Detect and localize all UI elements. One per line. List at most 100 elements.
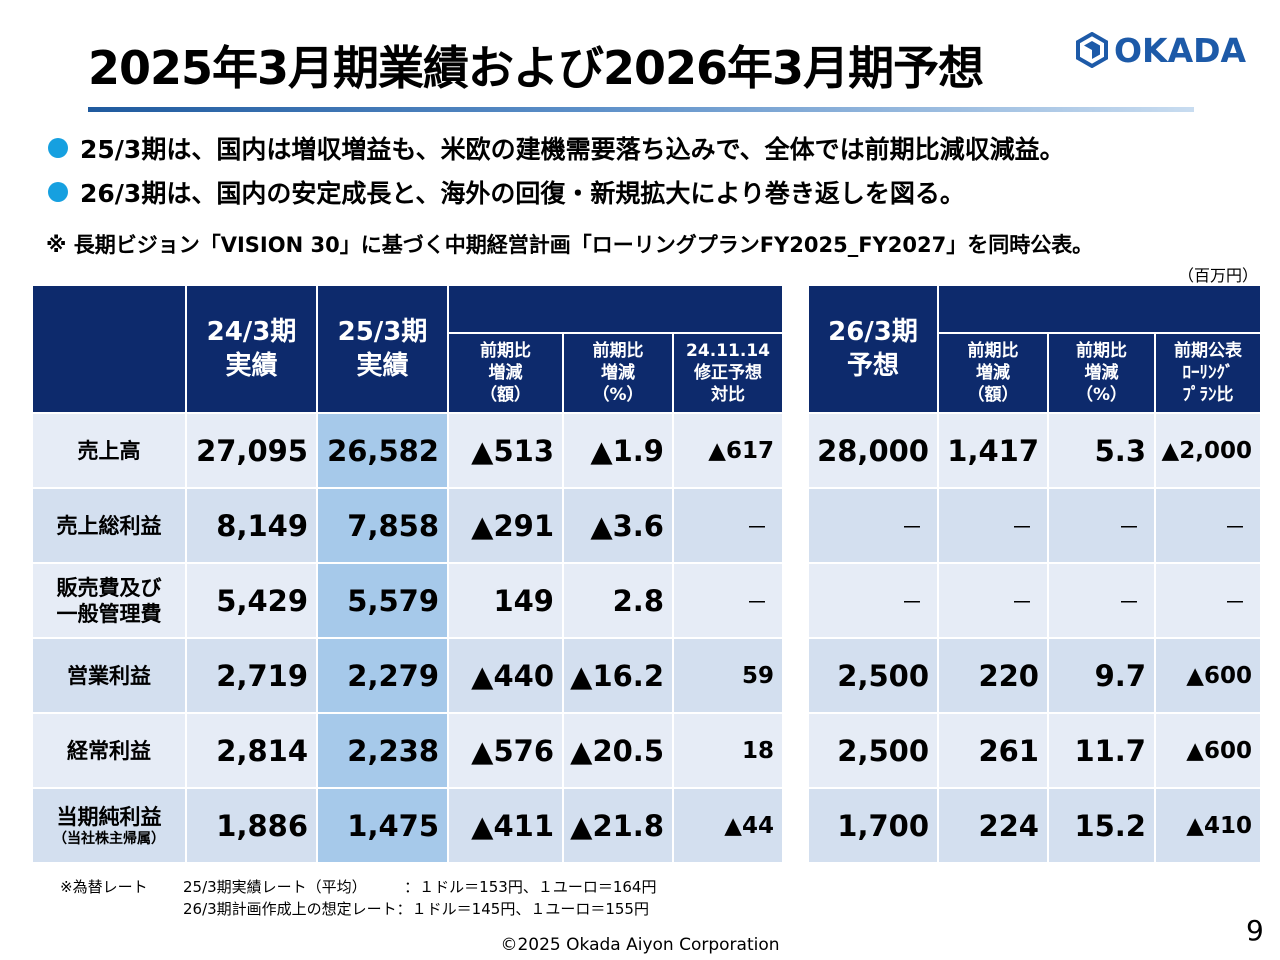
value-yoy-percent: 11.7 [1049, 714, 1154, 787]
value-vs-plan: ▲600 [1156, 714, 1260, 787]
value-yoy-percent: － [1049, 564, 1154, 637]
value-yoy-amount: ▲513 [449, 414, 562, 487]
header-span [939, 286, 1260, 332]
value-fy24: 5,429 [187, 564, 316, 637]
logo-text: OKADA [1114, 30, 1247, 70]
value-yoy-percent: ▲21.8 [564, 789, 672, 862]
value-yoy-percent: 15.2 [1049, 789, 1154, 862]
value-yoy-percent: ▲16.2 [564, 639, 672, 712]
value-yoy-amount: － [939, 564, 1047, 637]
value-fy26: 2,500 [809, 714, 937, 787]
value-yoy-percent: － [1049, 489, 1154, 562]
value-fy26: 28,000 [809, 414, 937, 487]
value-yoy-amount: 261 [939, 714, 1047, 787]
value-fy25: 26,582 [318, 414, 447, 487]
value-yoy-amount: ▲291 [449, 489, 562, 562]
value-fy24: 1,886 [187, 789, 316, 862]
header-yoy-amount: 前期比 増減 （額） [939, 334, 1047, 412]
value-yoy-amount: ▲411 [449, 789, 562, 862]
value-vs-plan: ▲2,000 [1156, 414, 1260, 487]
value-vs-forecast: ▲617 [674, 414, 782, 487]
header-fy24-actual: 24/3期 実績 [187, 286, 316, 412]
fx-rate-prefix: ※為替レート [60, 878, 148, 896]
row-label: 販売費及び 一般管理費 [33, 564, 185, 637]
unit-label: （百万円） [1178, 266, 1259, 285]
value-fy25: 2,238 [318, 714, 447, 787]
table-row: － － － － [809, 564, 1260, 637]
header-blank [33, 286, 185, 412]
table-row: 1,700 224 15.2 ▲410 [809, 789, 1260, 862]
value-vs-forecast: 59 [674, 639, 782, 712]
fx-rate-actual: 25/3期実績レート（平均） ：１ドル＝153円、１ユーロ＝164円 [183, 878, 657, 896]
fx-rate-planned: 26/3期計画作成上の想定レート：１ドル＝145円、１ユーロ＝155円 [183, 900, 649, 918]
value-vs-plan: ▲410 [1156, 789, 1260, 862]
fx-rate-footnote-1: ※為替レート 25/3期実績レート（平均） ：１ドル＝153円、１ユーロ＝164… [60, 876, 656, 897]
value-fy25: 2,279 [318, 639, 447, 712]
value-fy26: 2,500 [809, 639, 937, 712]
value-vs-forecast: － [674, 489, 782, 562]
table-row: 販売費及び 一般管理費 5,429 5,579 149 2.8 － [33, 564, 782, 637]
header-fy25-actual: 25/3期 実績 [318, 286, 447, 412]
value-yoy-amount: 1,417 [939, 414, 1047, 487]
value-yoy-amount: ▲440 [449, 639, 562, 712]
value-vs-plan: ▲600 [1156, 639, 1260, 712]
value-fy24: 8,149 [187, 489, 316, 562]
value-fy24: 2,719 [187, 639, 316, 712]
copyright: ©2025 Okada Aiyon Corporation [500, 935, 780, 955]
page-number: 9 [1246, 914, 1264, 947]
title-underline [88, 107, 1194, 112]
bullet-fy25: 25/3期は、国内は増収増益も、米欧の建機需要落ち込みで、全体では前期比減収減益… [48, 130, 1065, 166]
bullet-fy26: 26/3期は、国内の安定成長と、海外の回復・新規拡大により巻き返しを図る。 [48, 174, 965, 210]
value-yoy-percent: ▲20.5 [564, 714, 672, 787]
value-fy24: 2,814 [187, 714, 316, 787]
table-row: 2,500 220 9.7 ▲600 [809, 639, 1260, 712]
plan-announcement-note: ※ 長期ビジョン「VISION 30」に基づく中期経営計画「ローリングプランFY… [46, 233, 1094, 257]
value-vs-forecast: － [674, 564, 782, 637]
value-yoy-percent: 9.7 [1049, 639, 1154, 712]
value-yoy-percent: 2.8 [564, 564, 672, 637]
bullet-dot-icon [48, 138, 68, 158]
row-label: 当期純利益 （当社株主帰属） [33, 789, 185, 862]
table-row: 売上高 27,095 26,582 ▲513 ▲1.9 ▲617 [33, 414, 782, 487]
table-row: 28,000 1,417 5.3 ▲2,000 [809, 414, 1260, 487]
header-span [449, 286, 782, 332]
table-row: 2,500 261 11.7 ▲600 [809, 714, 1260, 787]
value-vs-forecast: 18 [674, 714, 782, 787]
value-yoy-percent: 5.3 [1049, 414, 1154, 487]
header-vs-revised-forecast: 24.11.14 修正予想 対比 [674, 334, 782, 412]
header-yoy-percent: 前期比 増減 （%） [564, 334, 672, 412]
bullet-dot-icon [48, 182, 68, 202]
value-yoy-amount: 224 [939, 789, 1047, 862]
table-row: 当期純利益 （当社株主帰属） 1,886 1,475 ▲411 ▲21.8 ▲44 [33, 789, 782, 862]
value-yoy-amount: ▲576 [449, 714, 562, 787]
value-fy24: 27,095 [187, 414, 316, 487]
value-yoy-amount: － [939, 489, 1047, 562]
header-vs-rolling-plan: 前期公表 ﾛｰﾘﾝｸﾞ ﾌﾟﾗﾝ比 [1156, 334, 1260, 412]
value-yoy-percent: ▲1.9 [564, 414, 672, 487]
forecast-table-fy26: 26/3期 予想 前期比 増減 （額） 前期比 増減 （%） 前期公表 ﾛｰﾘﾝｸﾞ ﾌﾟﾗﾝ… [807, 284, 1262, 864]
company-logo: OKADA [1076, 30, 1246, 70]
value-vs-forecast: ▲44 [674, 789, 782, 862]
value-fy25: 1,475 [318, 789, 447, 862]
results-table-fy25: 24/3期 実績 25/3期 実績 前期比 増減 （額） 前期比 増減 （%） 24.11.… [31, 284, 784, 864]
value-yoy-amount: 149 [449, 564, 562, 637]
value-yoy-amount: 220 [939, 639, 1047, 712]
value-fy26: － [809, 564, 937, 637]
header-yoy-percent: 前期比 増減 （%） [1049, 334, 1154, 412]
row-label: 売上高 [33, 414, 185, 487]
value-fy26: 1,700 [809, 789, 937, 862]
page-title: 2025年3月期業績および2026年3月期予想 [88, 41, 984, 95]
bullet-text: 26/3期は、国内の安定成長と、海外の回復・新規拡大により巻き返しを図る。 [80, 179, 965, 208]
row-label: 売上総利益 [33, 489, 185, 562]
value-vs-plan: － [1156, 489, 1260, 562]
header-yoy-amount: 前期比 増減 （額） [449, 334, 562, 412]
table-row: － － － － [809, 489, 1260, 562]
table-row: 売上総利益 8,149 7,858 ▲291 ▲3.6 － [33, 489, 782, 562]
header-fy26-forecast: 26/3期 予想 [809, 286, 937, 412]
value-fy25: 7,858 [318, 489, 447, 562]
value-vs-plan: － [1156, 564, 1260, 637]
row-label: 営業利益 [33, 639, 185, 712]
value-fy26: － [809, 489, 937, 562]
table-row: 営業利益 2,719 2,279 ▲440 ▲16.2 59 [33, 639, 782, 712]
value-fy25: 5,579 [318, 564, 447, 637]
